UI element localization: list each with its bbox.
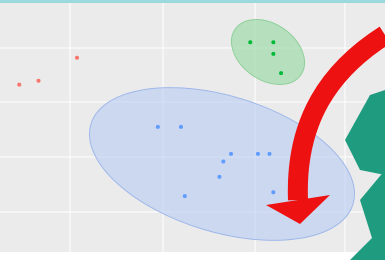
point xyxy=(37,79,41,83)
point xyxy=(271,190,275,194)
point xyxy=(156,125,160,129)
chart xyxy=(0,0,385,260)
point xyxy=(17,83,21,87)
point xyxy=(229,152,233,156)
top-strip xyxy=(0,0,385,3)
point xyxy=(217,175,221,179)
point xyxy=(221,160,225,164)
point xyxy=(268,152,272,156)
point xyxy=(256,152,260,156)
point xyxy=(75,56,79,60)
point xyxy=(248,40,252,44)
point xyxy=(179,125,183,129)
point xyxy=(279,71,283,75)
point xyxy=(183,194,187,198)
point xyxy=(271,40,275,44)
point xyxy=(271,52,275,56)
axis-strip xyxy=(0,252,385,260)
